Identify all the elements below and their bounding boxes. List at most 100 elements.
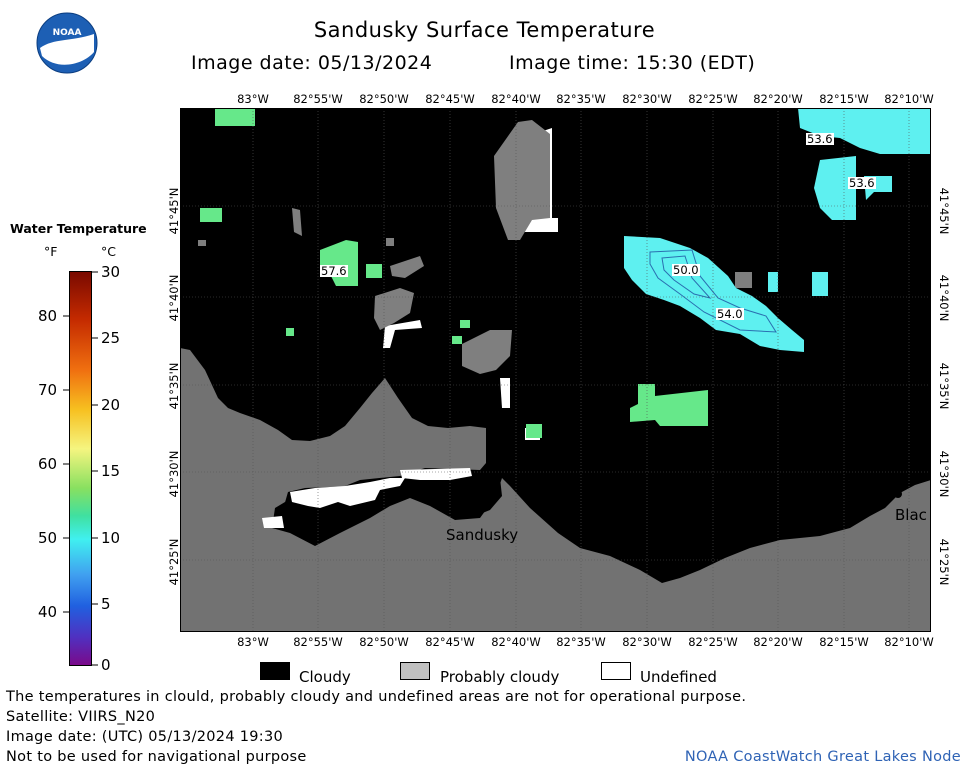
water-temp-warm (630, 384, 708, 426)
water-temp-warm (452, 336, 462, 344)
colorbar-c-tick: 15 (101, 462, 121, 480)
lon-label-bottom: 82°40'W (491, 635, 541, 649)
isotherm-label: 54.0 (716, 307, 744, 321)
colorbar-title: Water Temperature (10, 221, 147, 236)
isotherm-label: 53.6 (848, 176, 876, 190)
page-title: Sandusky Surface Temperature (313, 18, 656, 42)
temperature-colorbar (69, 271, 92, 666)
lon-label-bottom: 82°55'W (293, 635, 343, 649)
colorbar-unit-f: °F (44, 244, 58, 259)
undefined-area (500, 378, 510, 408)
lat-label-right: 41°45'N (937, 187, 951, 235)
undefined-area (262, 516, 284, 528)
lat-label-right: 41°25'N (937, 538, 951, 586)
image-time: Image time: 15:30 (EDT) (509, 52, 756, 74)
lon-label-top: 82°55'W (293, 92, 343, 106)
water-temp-cold (624, 236, 804, 352)
colorbar-c-tick: 30 (101, 263, 121, 281)
water-temp-cold (812, 272, 828, 296)
colorbar-c-tick: 10 (101, 529, 121, 547)
water-temp-warm (320, 240, 358, 286)
legend-label-cloudy: Cloudy (299, 668, 351, 686)
undefined-area (400, 468, 472, 480)
lon-label-bottom: 82°20'W (753, 635, 803, 649)
lon-label-top: 82°30'W (622, 92, 672, 106)
lon-label-bottom: 82°30'W (622, 635, 672, 649)
legend-label-probably-cloudy: Probably cloudy (440, 668, 560, 686)
place-label-blac: Blac (895, 506, 927, 524)
water-temp-warm (460, 320, 470, 328)
blac-marker (894, 490, 902, 498)
footer-navigation: Not to be used for navigational purpose (6, 749, 307, 765)
lat-label-left: 41°30'N (167, 450, 181, 498)
water-temp-warm (215, 108, 255, 126)
colorbar-unit-c: °C (101, 244, 116, 259)
lon-label-top: 82°10'W (884, 92, 934, 106)
lon-label-top: 82°35'W (556, 92, 606, 106)
lon-label-top: 83°W (237, 92, 269, 106)
legend-swatch-cloudy (260, 662, 290, 680)
lon-label-bottom: 82°45'W (425, 635, 475, 649)
colorbar-f-tick: 40 (38, 603, 58, 621)
isotherm-line (661, 255, 712, 299)
probably-cloudy-area (494, 120, 550, 240)
water-temp-warm (200, 208, 222, 222)
colorbar-ticks-right (92, 271, 98, 666)
logo-text: NOAA (53, 28, 82, 38)
water-temp-warm (286, 328, 294, 336)
water-temp-warm (366, 264, 382, 278)
lon-label-top: 82°45'W (425, 92, 475, 106)
lon-label-bottom: 82°10'W (884, 635, 934, 649)
lat-label-left: 41°35'N (167, 362, 181, 410)
water-temp-cold (814, 156, 856, 220)
lon-label-top: 82°25'W (688, 92, 738, 106)
graticule (180, 108, 931, 632)
footer-satellite: Satellite: VIIRS_N20 (6, 709, 156, 725)
probably-cloudy-area (462, 330, 512, 374)
lon-label-bottom: 82°25'W (688, 635, 738, 649)
colorbar-f-tick: 80 (38, 307, 58, 325)
lon-label-bottom: 82°35'W (556, 635, 606, 649)
legend-label-undefined: Undefined (640, 668, 717, 686)
footer-node: NOAA CoastWatch Great Lakes Node (684, 749, 961, 765)
undefined-area (383, 320, 422, 348)
probably-cloudy-area (386, 238, 394, 246)
lat-label-right: 41°40'N (937, 274, 951, 322)
colorbar-c-tick: 5 (101, 595, 111, 613)
footer-utc-date: Image date: (UTC) 05/13/2024 19:30 (6, 729, 284, 745)
water-temp-warm (526, 424, 542, 438)
isotherm-line (649, 249, 777, 333)
colorbar-f-tick: 50 (38, 529, 58, 547)
legend-swatch-undefined (601, 662, 631, 680)
lon-label-top: 82°20'W (753, 92, 803, 106)
surface-temperature-map (180, 108, 931, 632)
isotherm-label: 53.6 (806, 132, 834, 146)
footer-disclaimer: The temperatures in clould, probably clo… (6, 689, 747, 705)
lat-label-right: 41°35'N (937, 362, 951, 410)
legend-swatch-probably-cloudy (400, 662, 430, 680)
probably-cloudy-area (198, 240, 206, 246)
lat-label-left: 41°25'N (167, 538, 181, 586)
probably-cloudy-area (390, 256, 424, 278)
lat-label-left: 41°40'N (167, 274, 181, 322)
noaa-logo-icon: NOAA (36, 12, 98, 74)
colorbar-c-tick: 25 (101, 329, 121, 347)
isotherm-label: 57.6 (320, 264, 348, 278)
lon-label-bottom: 83°W (237, 635, 269, 649)
lat-label-left: 41°45'N (167, 187, 181, 235)
colorbar-c-tick: 20 (101, 396, 121, 414)
colorbar-f-tick: 70 (38, 381, 58, 399)
colorbar-f-tick: 60 (38, 455, 58, 473)
lon-label-bottom: 82°15'W (819, 635, 869, 649)
probably-cloudy-area (292, 208, 302, 236)
lon-label-top: 82°15'W (819, 92, 869, 106)
lon-label-top: 82°40'W (491, 92, 541, 106)
image-date: Image date: 05/13/2024 (191, 52, 433, 74)
water-temp-cold (798, 108, 931, 154)
place-label-sandusky: Sandusky (446, 526, 519, 544)
lon-label-top: 82°50'W (359, 92, 409, 106)
lon-label-bottom: 82°50'W (359, 635, 409, 649)
isotherm-label: 50.0 (672, 263, 700, 277)
lat-label-right: 41°30'N (937, 450, 951, 498)
colorbar-ticks-left (63, 271, 69, 666)
